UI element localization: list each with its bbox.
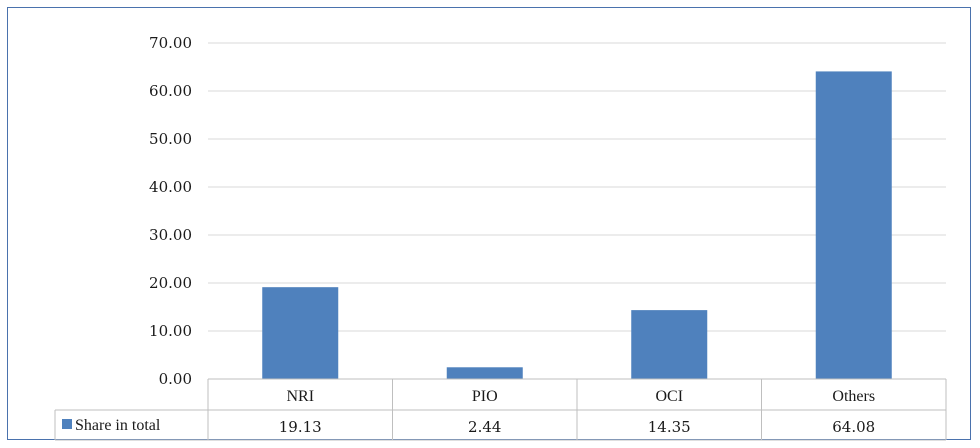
data-label: 64.08 (832, 418, 875, 436)
legend-label: Share in total (75, 417, 161, 434)
bar-oci (631, 310, 708, 379)
y-tick-label: 20.00 (149, 274, 192, 292)
data-label: 14.35 (648, 418, 691, 436)
y-tick-label: 0.00 (159, 370, 192, 388)
y-tick-label: 10.00 (149, 322, 192, 340)
y-tick-label: 60.00 (149, 82, 192, 100)
y-tick-label: 30.00 (149, 226, 192, 244)
data-label: 19.13 (279, 418, 322, 436)
bar-pio (446, 367, 523, 379)
y-axis-tick-labels: 0.00 10.00 20.00 30.00 40.00 50.00 60.00 70.00 (149, 34, 192, 388)
category-label: Others (832, 388, 875, 405)
data-label: 2.44 (468, 418, 501, 436)
data-table: NRI 19.13 PIO 2.44 OCI 14.35 Others 64.08 Share … (54, 378, 947, 441)
category-label: PIO (472, 388, 498, 405)
legend-swatch (62, 419, 72, 429)
category-label: OCI (655, 388, 683, 405)
bars (262, 71, 892, 379)
y-tick-label: 70.00 (149, 34, 192, 52)
bar-others (815, 71, 892, 379)
bar-nri (262, 287, 339, 379)
y-tick-label: 40.00 (149, 178, 192, 196)
y-tick-label: 50.00 (149, 130, 192, 148)
category-label: NRI (286, 388, 314, 405)
